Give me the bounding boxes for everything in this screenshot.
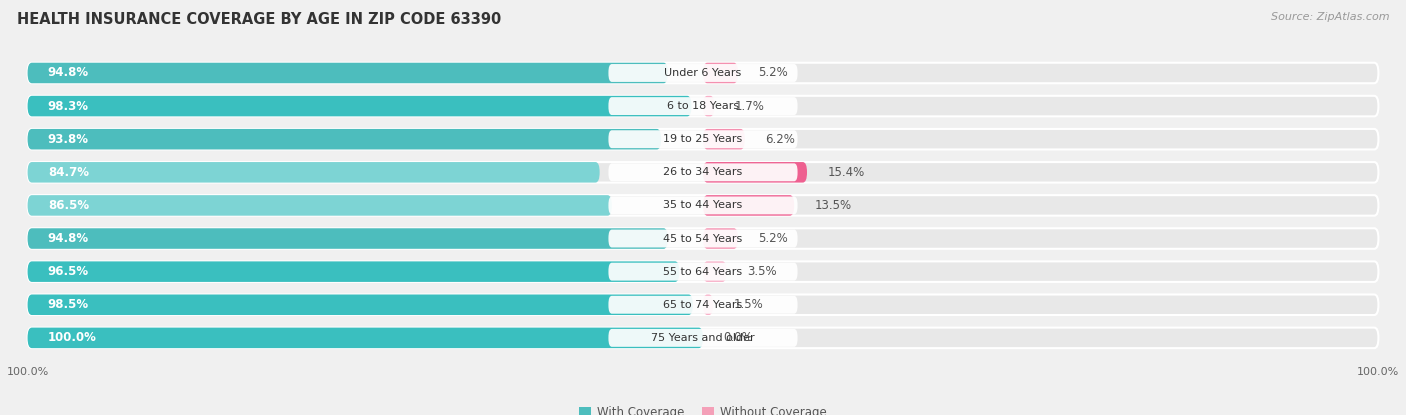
FancyBboxPatch shape xyxy=(28,261,1378,282)
Text: 45 to 54 Years: 45 to 54 Years xyxy=(664,234,742,244)
FancyBboxPatch shape xyxy=(28,327,1378,348)
Text: 6 to 18 Years: 6 to 18 Years xyxy=(666,101,740,111)
Text: HEALTH INSURANCE COVERAGE BY AGE IN ZIP CODE 63390: HEALTH INSURANCE COVERAGE BY AGE IN ZIP … xyxy=(17,12,501,27)
FancyBboxPatch shape xyxy=(703,228,738,249)
Text: 19 to 25 Years: 19 to 25 Years xyxy=(664,134,742,144)
FancyBboxPatch shape xyxy=(609,97,797,115)
FancyBboxPatch shape xyxy=(28,295,693,315)
FancyBboxPatch shape xyxy=(609,329,797,347)
FancyBboxPatch shape xyxy=(609,64,797,82)
FancyBboxPatch shape xyxy=(28,228,668,249)
FancyBboxPatch shape xyxy=(28,63,1378,83)
Text: 13.5%: 13.5% xyxy=(814,199,852,212)
Text: 86.5%: 86.5% xyxy=(48,199,89,212)
Text: 55 to 64 Years: 55 to 64 Years xyxy=(664,267,742,277)
FancyBboxPatch shape xyxy=(28,96,1378,116)
Text: 84.7%: 84.7% xyxy=(48,166,89,179)
FancyBboxPatch shape xyxy=(703,195,794,216)
FancyBboxPatch shape xyxy=(609,196,797,215)
Text: 94.8%: 94.8% xyxy=(48,66,89,80)
Text: 1.5%: 1.5% xyxy=(734,298,763,311)
Text: 93.8%: 93.8% xyxy=(48,133,89,146)
FancyBboxPatch shape xyxy=(703,295,713,315)
Text: 35 to 44 Years: 35 to 44 Years xyxy=(664,200,742,210)
FancyBboxPatch shape xyxy=(28,96,692,116)
FancyBboxPatch shape xyxy=(28,228,1378,249)
FancyBboxPatch shape xyxy=(609,296,797,314)
Text: 96.5%: 96.5% xyxy=(48,265,89,278)
FancyBboxPatch shape xyxy=(28,327,703,348)
Text: 26 to 34 Years: 26 to 34 Years xyxy=(664,167,742,177)
FancyBboxPatch shape xyxy=(703,261,727,282)
FancyBboxPatch shape xyxy=(609,229,797,247)
FancyBboxPatch shape xyxy=(28,295,1378,315)
Text: 100.0%: 100.0% xyxy=(48,331,97,344)
FancyBboxPatch shape xyxy=(28,162,600,183)
FancyBboxPatch shape xyxy=(609,164,797,181)
Text: 3.5%: 3.5% xyxy=(747,265,776,278)
Text: 94.8%: 94.8% xyxy=(48,232,89,245)
Text: 65 to 74 Years: 65 to 74 Years xyxy=(664,300,742,310)
FancyBboxPatch shape xyxy=(28,162,1378,183)
Text: 0.0%: 0.0% xyxy=(723,331,752,344)
Text: 75 Years and older: 75 Years and older xyxy=(651,333,755,343)
FancyBboxPatch shape xyxy=(28,195,1378,216)
Text: 98.3%: 98.3% xyxy=(48,100,89,112)
FancyBboxPatch shape xyxy=(703,96,714,116)
FancyBboxPatch shape xyxy=(28,129,1378,149)
FancyBboxPatch shape xyxy=(28,63,668,83)
Text: Source: ZipAtlas.com: Source: ZipAtlas.com xyxy=(1271,12,1389,22)
FancyBboxPatch shape xyxy=(28,129,661,149)
Text: 98.5%: 98.5% xyxy=(48,298,89,311)
FancyBboxPatch shape xyxy=(609,130,797,148)
Legend: With Coverage, Without Coverage: With Coverage, Without Coverage xyxy=(575,401,831,415)
FancyBboxPatch shape xyxy=(28,195,612,216)
Text: 1.7%: 1.7% xyxy=(735,100,765,112)
Text: 5.2%: 5.2% xyxy=(758,66,789,80)
Text: 6.2%: 6.2% xyxy=(765,133,794,146)
Text: 5.2%: 5.2% xyxy=(758,232,789,245)
FancyBboxPatch shape xyxy=(28,261,679,282)
FancyBboxPatch shape xyxy=(703,63,738,83)
Text: Under 6 Years: Under 6 Years xyxy=(665,68,741,78)
FancyBboxPatch shape xyxy=(703,162,807,183)
FancyBboxPatch shape xyxy=(703,129,745,149)
Text: 15.4%: 15.4% xyxy=(827,166,865,179)
FancyBboxPatch shape xyxy=(609,263,797,281)
